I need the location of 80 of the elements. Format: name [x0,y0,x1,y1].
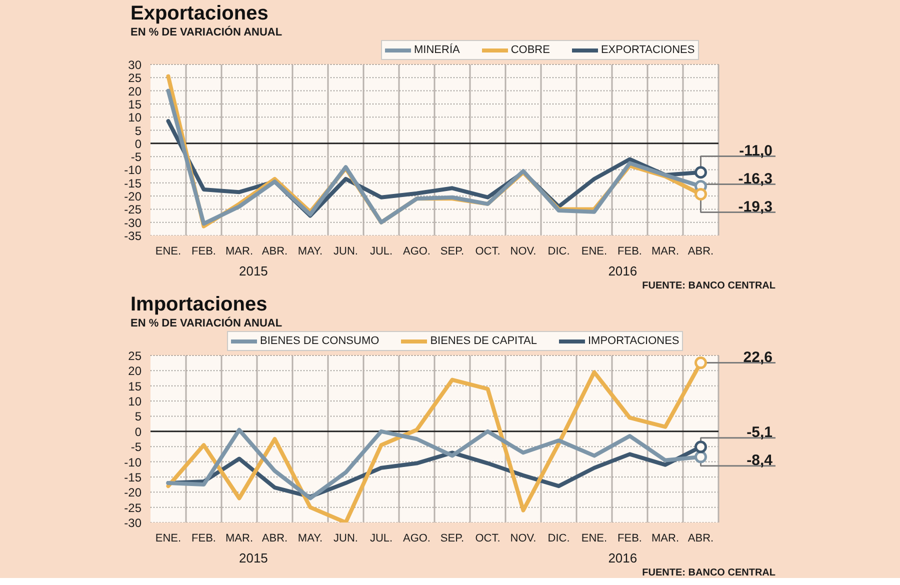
x-tick-label: MAY. [298,532,323,544]
y-tick-label: 20 [128,364,142,378]
source-note: FUENTE: BANCO CENTRAL [642,280,776,292]
chart-title: Exportaciones [130,2,268,24]
y-tick-label: -10 [124,455,142,470]
text: 2015 [238,550,268,566]
x-tick-label: ENE. [155,246,182,258]
x-tick-label: JUL. [370,246,393,258]
x-tick-label: DIC. [548,246,570,258]
data-label: -8,4 [746,452,774,469]
text: 2016 [608,550,638,566]
x-tick-label: SEP. [440,532,464,544]
data-label: 22,6 [743,348,773,366]
legend-label: MINERÍA [414,44,460,56]
x-tick-label: JUN. [334,246,358,258]
x-tick-label: OCT. [475,246,500,258]
y-tick-label: -15 [124,470,142,484]
x-tick-label: ENE. [581,246,608,258]
x-tick-label: JUL. [370,532,393,544]
data-label: -5,1 [746,424,773,441]
legend-label: EXPORTACIONES [600,44,695,56]
y-tick-label: 30 [128,58,142,72]
y-tick-label: 15 [128,379,142,394]
y-tick-label: -5 [130,440,142,454]
y-tick-label: 5 [134,124,142,138]
x-tick-label: ABR. [688,246,714,258]
legend-label: BIENES DE CONSUMO [260,335,380,347]
y-tick-label: 25 [128,71,142,86]
y-tick-label: 20 [128,84,142,98]
x-tick-label: MAR. [652,246,679,258]
x-tick-label: NOV. [510,532,536,544]
x-tick-label: MAR. [652,532,679,544]
source-note: FUENTE: BANCO CENTRAL [642,568,776,578]
data-label: -11,0 [739,142,773,160]
y-tick-label: -35 [124,229,142,243]
x-tick-label: AGO. [402,246,431,258]
data-label: -16,3 [738,170,773,188]
chart-subtitle: EN % DE VARIACIÓN ANUAL [130,26,282,38]
y-tick-label: -30 [124,516,142,530]
y-tick-label: 5 [134,410,142,424]
text: 2015 [238,264,268,278]
y-tick-label: -5 [130,150,142,164]
y-tick-label: -30 [124,216,142,230]
chart-subtitle: EN % DE VARIACIÓN ANUAL [130,316,282,330]
y-tick-label: -25 [124,500,142,515]
x-tick-label: AGO. [402,532,431,544]
data-label: -19,3 [738,198,773,216]
legend-label: COBRE [510,44,550,56]
y-tick-label: -20 [124,190,142,204]
x-tick-label: FEB. [192,532,216,544]
y-tick-label: -10 [124,163,142,178]
x-tick-label: SEP. [440,246,464,258]
x-tick-label: ABR. [688,532,714,544]
x-tick-label: ABR. [262,532,288,544]
x-tick-label: NOV. [510,246,536,258]
x-tick-label: FEB. [618,532,642,544]
text: 2016 [608,264,638,278]
legend-label: IMPORTACIONES [588,335,680,347]
x-tick-label: DIC. [548,532,570,544]
x-tick-label: FEB. [192,246,216,258]
y-tick-label: 10 [128,394,142,409]
x-tick-label: MAY. [298,246,323,258]
x-tick-label: MAR. [226,532,253,544]
x-tick-label: MAR. [226,246,253,258]
y-tick-label: -20 [124,486,142,500]
x-tick-label: OCT. [475,532,500,544]
y-tick-label: 0 [134,136,142,151]
x-tick-label: JUN. [334,532,358,544]
legend-label: BIENES DE CAPITAL [430,335,537,347]
x-tick-label: FEB. [618,246,642,258]
chart-title: Importaciones [130,294,268,316]
y-tick-label: -25 [124,202,142,217]
y-tick-label: 15 [128,97,142,112]
y-tick-label: 0 [134,424,142,439]
x-tick-label: ENE. [581,532,608,544]
y-tick-label: 25 [128,349,142,363]
y-tick-label: -15 [124,176,142,190]
x-tick-label: ABR. [262,246,288,258]
y-tick-label: 10 [128,110,142,125]
x-tick-label: ENE. [155,532,182,544]
